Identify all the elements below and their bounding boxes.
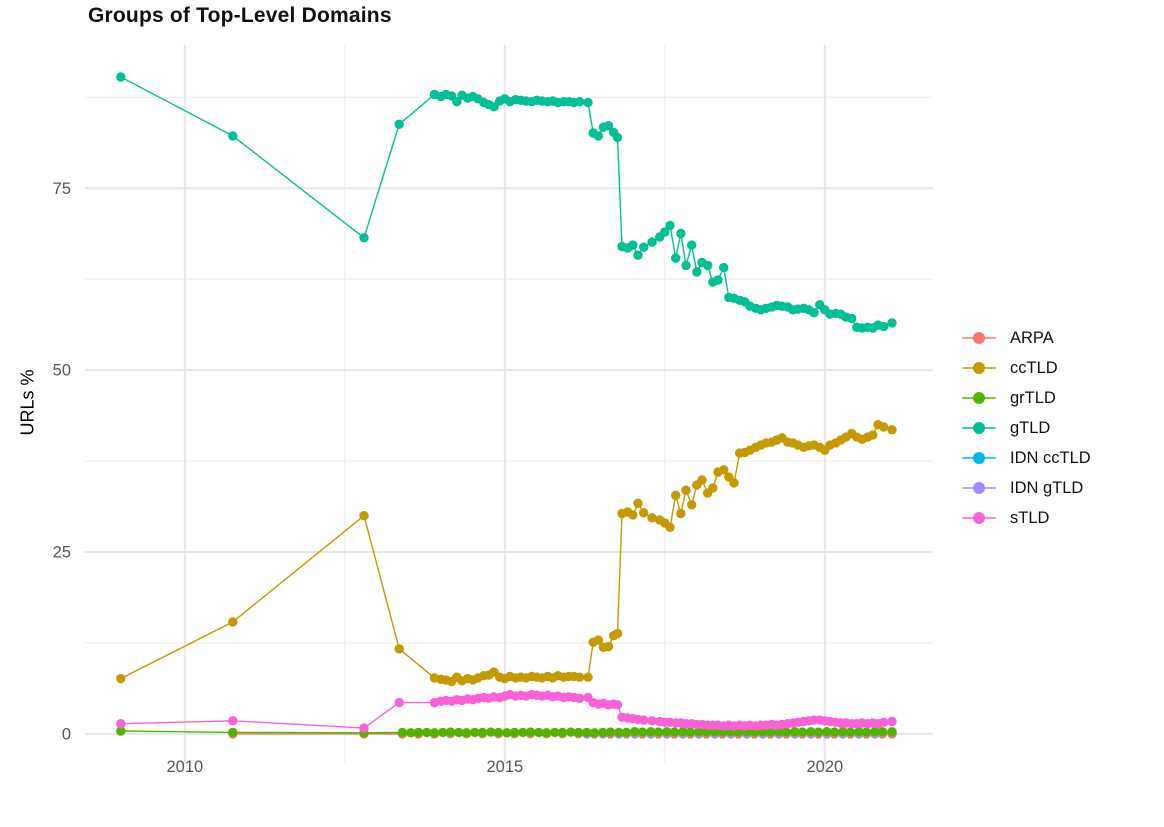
legend-item-label: gTLD [1010, 418, 1051, 437]
y-tick-label: 25 [53, 544, 71, 562]
series-ccTLD [116, 420, 897, 687]
legend-key-icon [962, 481, 996, 495]
legend-item-cctld: ccTLD [962, 353, 1091, 383]
y-tick-label: 75 [53, 180, 71, 198]
legend-item-label: ccTLD [1010, 358, 1058, 377]
legend-key-icon [962, 511, 996, 525]
axis-tick-labels: 0 25 50 75 2010 2015 2020 [53, 180, 844, 776]
legend-key-icon [962, 421, 996, 435]
x-tick-label: 2010 [166, 758, 203, 776]
legend-item-label: grTLD [1010, 388, 1056, 407]
legend-item-gtld: gTLD [962, 413, 1091, 443]
y-tick-label: 50 [53, 362, 71, 380]
legend-item-label: IDN gTLD [1010, 478, 1084, 497]
legend-item-idn-gtld: IDN gTLD [962, 473, 1091, 503]
x-tick-label: 2015 [486, 758, 523, 776]
series-sTLD [116, 689, 897, 733]
x-tick-label: 2020 [806, 758, 843, 776]
legend-item-idn-cctld: IDN ccTLD [962, 443, 1091, 473]
chart-title: Groups of Top-Level Domains [88, 4, 392, 27]
legend-key-icon [962, 391, 996, 405]
legend: ARPA ccTLD grTLD gTLD IDN ccTLD IDN gTLD sTLD [962, 323, 1091, 533]
legend-item-label: IDN ccTLD [1010, 448, 1091, 467]
legend-key-icon [962, 331, 996, 345]
gridlines [85, 45, 933, 763]
y-tick-label: 0 [62, 725, 71, 743]
series-gTLD [116, 72, 897, 333]
legend-item-label: ARPA [1010, 328, 1054, 347]
series-grTLD [116, 726, 897, 738]
legend-item-stld: sTLD [962, 503, 1091, 533]
legend-item-arpa: ARPA [962, 323, 1091, 353]
legend-key-icon [962, 451, 996, 465]
legend-item-label: sTLD [1010, 508, 1050, 527]
legend-key-icon [962, 361, 996, 375]
legend-item-grtld: grTLD [962, 383, 1091, 413]
